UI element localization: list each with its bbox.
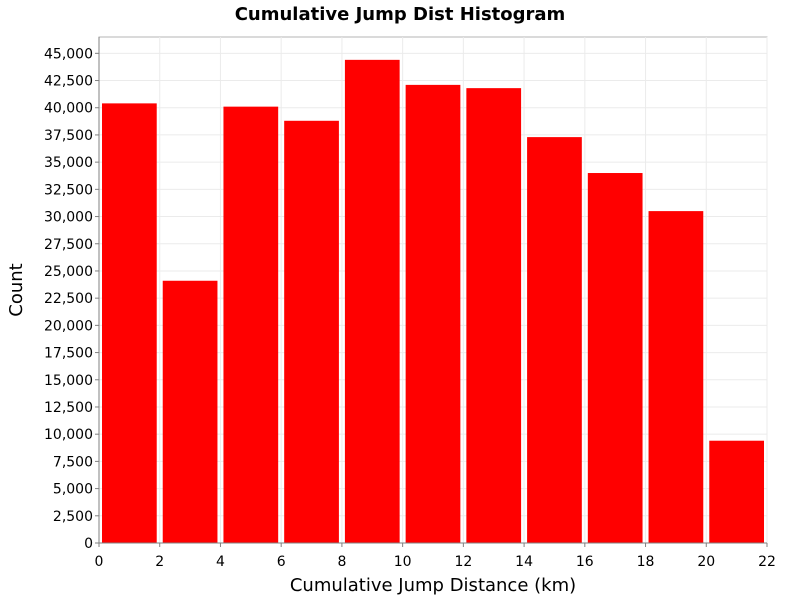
y-tick-label: 42,500 [44,74,93,90]
y-tick-label: 7,500 [53,454,93,470]
x-tick-label: 4 [216,554,225,570]
x-tick-label: 2 [155,554,164,570]
y-tick-label: 20,000 [44,318,93,334]
y-tick-label: 27,500 [44,237,93,253]
x-axis-label: Cumulative Jump Distance (km) [290,575,576,596]
x-tick-label: 22 [758,554,776,570]
x-tick-label: 20 [697,554,715,570]
y-tick-label: 0 [84,536,93,552]
y-tick-label: 45,000 [44,46,93,62]
x-tick-label: 12 [454,554,472,570]
histogram-bar [587,173,643,544]
x-tick-label: 8 [337,554,346,570]
x-tick-label: 10 [394,554,412,570]
y-tick-label: 22,500 [44,291,93,307]
y-tick-label: 5,000 [53,482,93,498]
histogram-bar [162,280,218,543]
y-tick-label: 10,000 [44,427,93,443]
x-tick-label: 0 [95,554,104,570]
y-tick-label: 25,000 [44,264,93,280]
y-axis-label: Count [6,263,27,316]
histogram-bar [648,211,704,543]
x-tick-label: 14 [515,554,533,570]
histogram-bar [405,84,461,543]
y-tick-label: 35,000 [44,155,93,171]
x-axis-ticks: 0 2 4 6 8 10 12 14 16 18 20 22 [95,543,776,570]
y-axis-ticks: 0 2,500 5,000 7,500 10,000 12,500 15,000 17,500… [44,46,99,552]
y-tick-label: 37,500 [44,128,93,144]
histogram-bar [527,137,582,544]
y-tick-label: 32,500 [44,182,93,198]
histogram-bar [466,88,522,543]
y-tick-label: 30,000 [44,210,93,226]
bars-group [102,59,764,544]
x-tick-label: 6 [277,554,286,570]
histogram-bar [344,59,400,543]
y-tick-label: 12,500 [44,400,93,416]
histogram-bar [709,440,764,543]
x-gridlines [98,37,768,543]
histogram-bar [223,106,279,544]
histogram-bar [102,103,157,544]
x-tick-label: 18 [637,554,655,570]
histogram-bar [284,120,339,543]
y-tick-label: 17,500 [44,346,93,362]
y-tick-label: 15,000 [44,373,93,389]
y-tick-label: 2,500 [53,509,93,525]
x-tick-label: 16 [576,554,594,570]
chart-title: Cumulative Jump Dist Histogram [235,4,566,25]
y-tick-label: 40,000 [44,101,93,117]
